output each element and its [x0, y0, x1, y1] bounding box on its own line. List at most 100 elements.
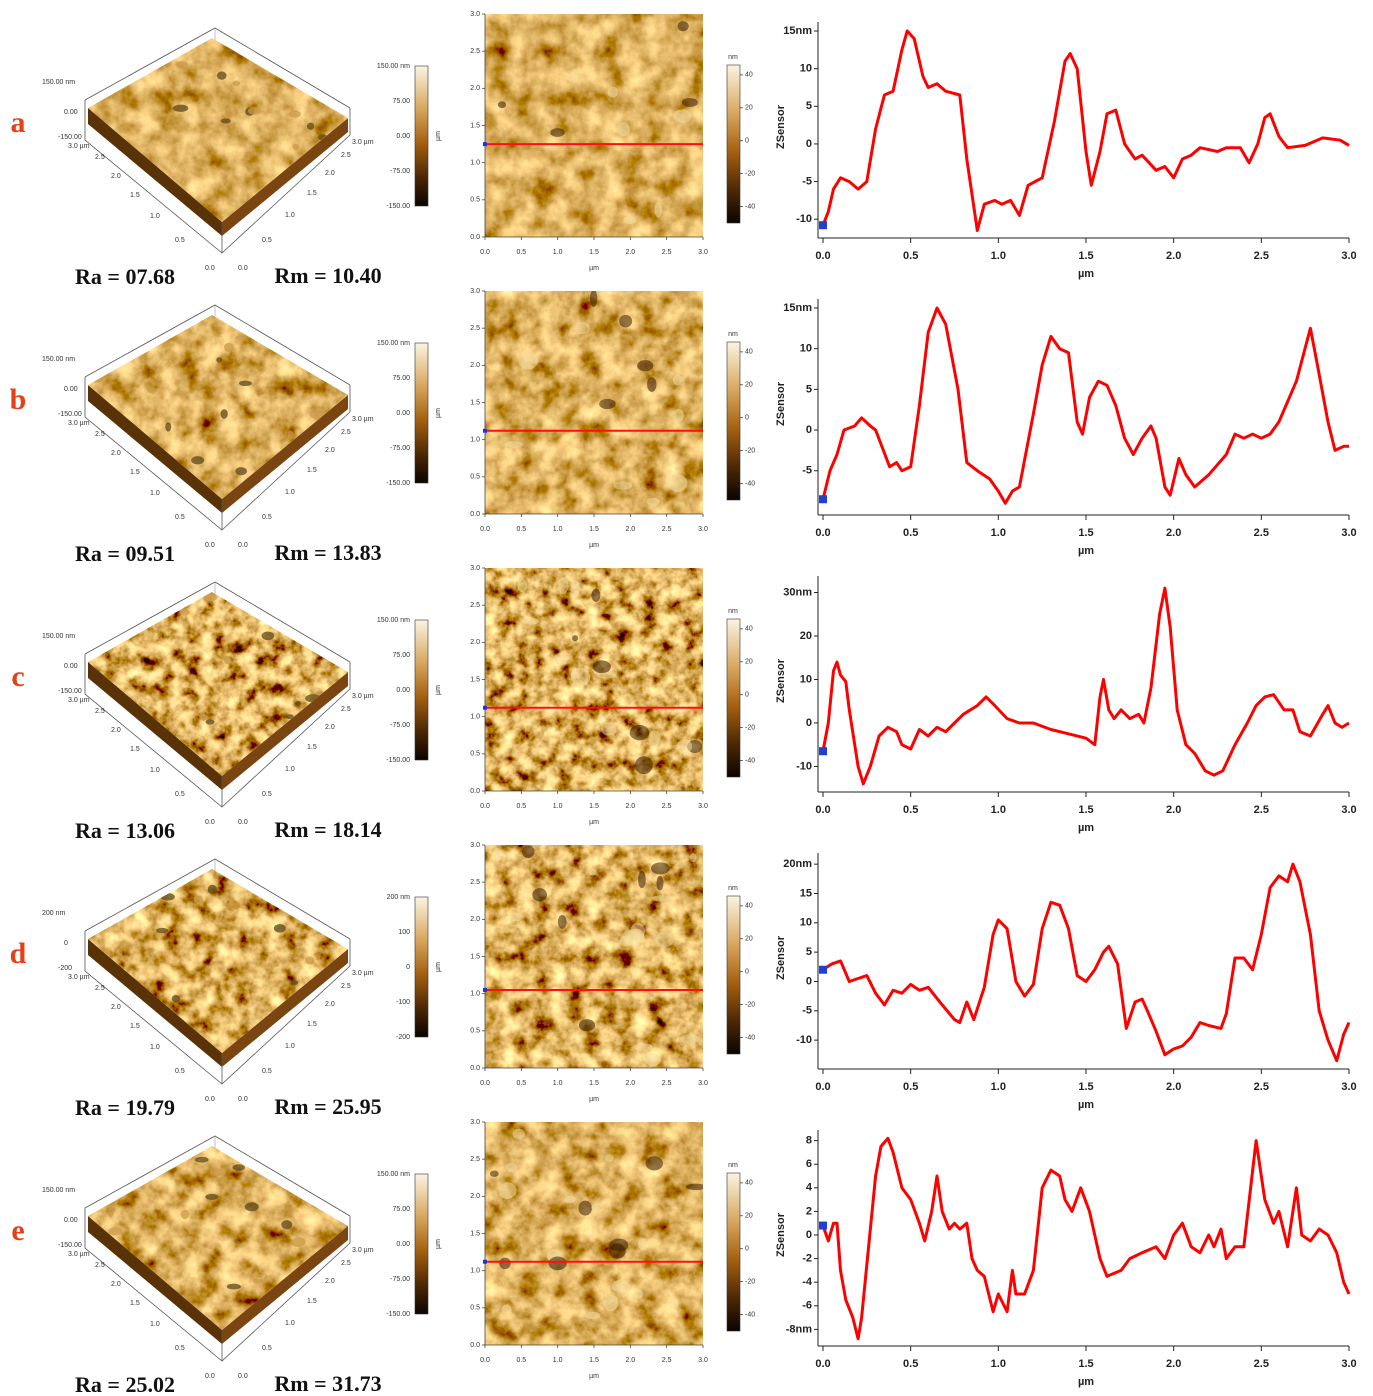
right-axis-label: 0.5	[262, 237, 272, 244]
x-tick-label: 2.5	[1254, 250, 1269, 262]
y-tick-label: 2	[806, 1205, 812, 1217]
grain	[616, 121, 630, 137]
colorbar-unit: nm	[728, 608, 738, 615]
surface-bump	[199, 713, 208, 721]
surface-bump	[288, 110, 301, 118]
x-tick-label: 3.0	[698, 526, 708, 533]
y-tick-label: 0.0	[470, 1342, 480, 1349]
colorbar-unit: µm	[435, 962, 442, 972]
surface-bump	[194, 1156, 209, 1163]
grain	[509, 912, 523, 922]
right-axis-label: 2.5	[341, 429, 351, 436]
x-tick-label: 3.0	[1341, 250, 1356, 262]
z-axis-label: 0.00	[64, 1217, 78, 1224]
z-axis-label: 150.00 nm	[42, 356, 75, 363]
surface-bump	[205, 1193, 219, 1200]
right-axis-label: 1.5	[307, 1021, 317, 1028]
x-tick-label: 2.0	[1166, 804, 1181, 816]
left-axis-label: 0.0	[205, 819, 215, 826]
y-tick-label: 2.0	[470, 916, 480, 923]
colorbar-label: -150.00	[386, 1311, 410, 1318]
y-tick-label: 2.5	[470, 325, 480, 332]
x-tick-label: 2.0	[1166, 250, 1181, 262]
z-axis-label: 150.00 nm	[42, 1187, 75, 1194]
colorbar-label: 75.00	[392, 375, 410, 382]
x-tick-label: 2.5	[1254, 1081, 1269, 1093]
x-tick-label: 2.5	[662, 803, 672, 810]
left-axis-label: 2.0	[111, 450, 121, 457]
profile-curve	[822, 862, 1351, 1063]
colorbar-unit: µm	[435, 131, 442, 141]
left-axis-label: 0.5	[175, 237, 185, 244]
y-tick-label: 1.0	[470, 437, 480, 444]
surface-bump	[91, 377, 104, 383]
x-tick-label: 3.0	[698, 249, 708, 256]
surface-bump	[206, 199, 216, 206]
right-axis-label: 1.5	[307, 190, 317, 197]
surface-bump	[156, 927, 169, 934]
x-tick-label: 0.5	[903, 250, 918, 262]
profile-curve	[821, 306, 1349, 505]
surface-top	[88, 1146, 348, 1330]
y-tick-label: 3.0	[470, 11, 480, 18]
y-tick-label: 2.5	[470, 48, 480, 55]
right-axis-label: 0.0	[238, 265, 248, 272]
profile-cursor	[483, 428, 487, 433]
surface-side	[222, 949, 348, 1067]
grain	[489, 1170, 499, 1177]
x-tick-label: 2.0	[625, 803, 635, 810]
y-tick-label: 3.0	[470, 565, 480, 572]
x-tick-label: 0.5	[903, 804, 918, 816]
x-tick-label: 2.0	[625, 526, 635, 533]
grain	[677, 739, 693, 754]
profile-curve	[821, 1136, 1351, 1341]
right-axis-label: 2.0	[325, 1001, 335, 1008]
z-axis-label: 150.00 nm	[42, 79, 75, 86]
grain	[681, 97, 698, 107]
colorbar-tick-label: -40	[745, 480, 755, 487]
colorbar	[726, 1172, 741, 1332]
grain	[648, 730, 661, 747]
y-tick-label: 0.5	[470, 751, 480, 758]
y-tick-label: 20	[800, 630, 812, 642]
grain	[589, 291, 598, 307]
colorbar-unit: µm	[435, 685, 442, 695]
z-axis-label: -150.00	[58, 1242, 82, 1249]
surface-bump	[223, 655, 231, 665]
grain	[501, 1304, 512, 1315]
y-tick-label: 10	[800, 63, 812, 75]
y-tick-label: -10	[796, 760, 812, 772]
colorbar-unit: nm	[728, 885, 738, 892]
surface-bump	[252, 1278, 267, 1284]
grain	[647, 377, 657, 392]
grain	[656, 875, 664, 891]
rm-value: Rm = 13.83	[274, 540, 381, 565]
y-tick-label: 1.5	[470, 1230, 480, 1237]
right-axis-label: 0.5	[262, 1068, 272, 1075]
left-axis-label: 1.5	[130, 192, 140, 199]
x-axis-unit: µm	[589, 542, 599, 549]
colorbar-tick-label: 20	[745, 105, 753, 112]
z-axis-label: 150.00 nm	[42, 633, 75, 640]
profile-curve	[821, 586, 1350, 786]
grain	[572, 635, 579, 642]
colorbar-label: 0.00	[396, 133, 410, 140]
start-marker	[819, 747, 827, 756]
grain	[532, 887, 548, 902]
right-axis-label: 1.5	[307, 467, 317, 474]
surface-bump	[107, 1208, 114, 1218]
y-tick-label: 2.0	[470, 85, 480, 92]
colorbar-label: -75.00	[390, 168, 410, 175]
x-tick-label: 2.0	[1166, 1081, 1181, 1093]
y-axis-label: ZSensor	[775, 658, 787, 703]
afm-image	[485, 291, 703, 514]
grain	[589, 868, 597, 876]
y-tick-label: 0	[806, 975, 812, 987]
colorbar-label: 75.00	[392, 1206, 410, 1213]
surface-bump	[281, 1220, 293, 1230]
right-axis-label: 2.5	[341, 706, 351, 713]
y-tick-label: 0.0	[470, 788, 480, 795]
right-axis-label: 1.0	[285, 489, 295, 496]
right-axis-label: 1.0	[285, 212, 295, 219]
